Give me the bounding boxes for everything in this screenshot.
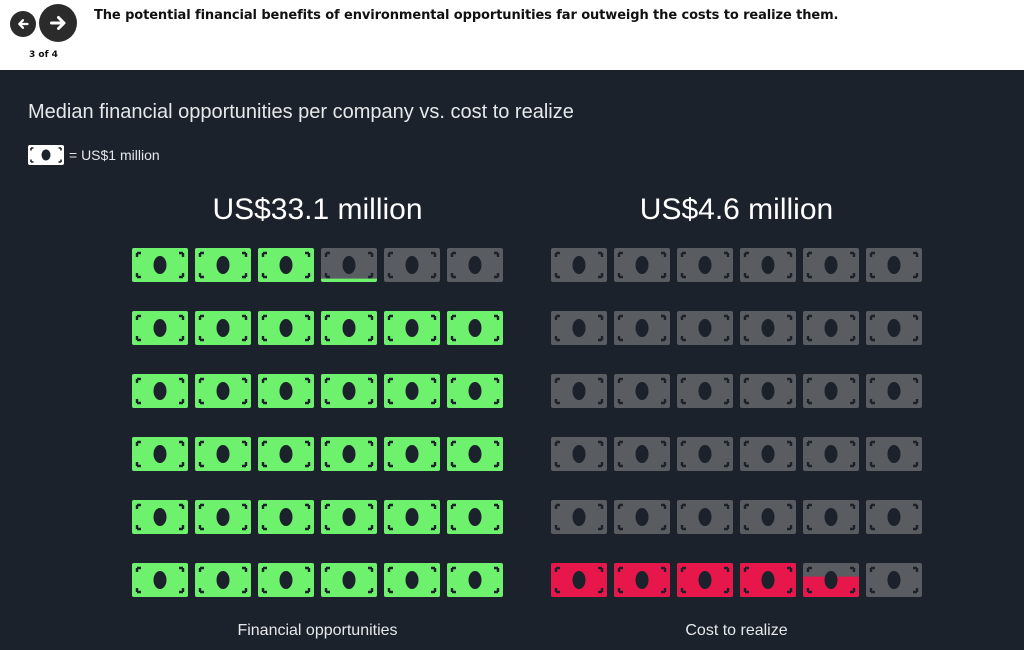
money-note [803,563,859,597]
money-note [551,374,607,408]
money-note [321,500,377,534]
chart-title: Median financial opportunities per compa… [28,101,574,123]
money-note [866,311,922,345]
money-note [803,248,859,282]
money-note [447,374,503,408]
money-note [195,500,251,534]
panel-value-label: US$4.6 million [640,193,833,226]
money-note [321,437,377,471]
panel-category-label: Cost to realize [685,622,787,639]
money-note [803,374,859,408]
money-note [803,500,859,534]
money-note [614,248,670,282]
money-note [195,563,251,597]
money-note [132,248,188,282]
money-note [551,311,607,345]
money-note [866,437,922,471]
money-note [132,563,188,597]
money-note [384,374,440,408]
money-note [195,374,251,408]
money-note [551,437,607,471]
money-note [321,248,377,282]
money-note [740,437,796,471]
money-note [740,563,796,597]
money-note [132,374,188,408]
money-note [866,248,922,282]
money-note [740,248,796,282]
money-note [803,437,859,471]
money-note [132,437,188,471]
money-note [447,500,503,534]
money-note [614,437,670,471]
money-note [677,437,733,471]
panel-financial-opportunities: US$33.1 million Financial opportunities [132,193,503,639]
money-note [447,437,503,471]
arrow-right-icon [50,16,66,30]
money-note [258,563,314,597]
money-note [384,311,440,345]
money-note [614,374,670,408]
money-note [132,500,188,534]
money-note [740,311,796,345]
money-note [447,248,503,282]
previous-button[interactable] [10,11,36,37]
money-note [447,311,503,345]
legend-label: = US$1 million [69,147,160,163]
money-note [677,500,733,534]
next-button[interactable] [39,4,77,42]
money-note [866,374,922,408]
money-note [321,563,377,597]
money-note [132,311,188,345]
money-note [195,311,251,345]
money-note [740,500,796,534]
top-bar: 3 of 4 The potential financial benefits … [0,0,1024,70]
money-note [195,437,251,471]
panel-cost-to-realize: US$4.6 million Cost to realize [551,193,922,639]
money-note [258,248,314,282]
page-indicator: 3 of 4 [29,50,58,60]
money-note [803,311,859,345]
money-note [258,374,314,408]
arrow-left-icon [18,19,29,29]
money-note [677,248,733,282]
money-note [384,563,440,597]
money-note [614,563,670,597]
money-note [258,311,314,345]
money-note [321,374,377,408]
slide-headline: The potential financial benefits of envi… [94,8,839,23]
money-note [677,374,733,408]
money-note [551,500,607,534]
money-note [677,311,733,345]
money-note [384,248,440,282]
panel-category-label: Financial opportunities [237,622,397,639]
money-note [677,563,733,597]
banknote-icon [28,145,64,165]
panel-value-label: US$33.1 million [212,193,422,226]
money-note [866,500,922,534]
money-note [614,500,670,534]
money-note [384,437,440,471]
money-note [321,311,377,345]
legend: = US$1 million [28,145,160,165]
money-note [258,437,314,471]
money-note [551,248,607,282]
money-note [614,311,670,345]
money-note [195,248,251,282]
money-note [740,374,796,408]
money-note [258,500,314,534]
money-note [866,563,922,597]
money-note [551,563,607,597]
money-note [384,500,440,534]
money-note [447,563,503,597]
